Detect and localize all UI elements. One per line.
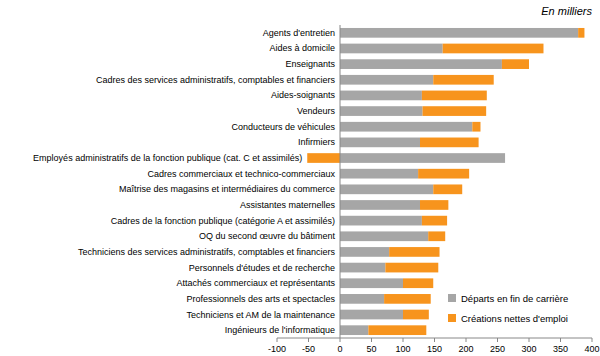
bar	[340, 153, 505, 163]
bar	[340, 231, 428, 241]
category-label: Maîtrise des magasins et intermédiaires …	[119, 184, 335, 194]
tick	[277, 338, 278, 342]
category-label: Conducteurs de véhicules	[231, 122, 335, 132]
category-label: Aides à domicile	[269, 43, 335, 53]
bar	[433, 184, 462, 194]
bar	[403, 310, 429, 320]
tick-label: -50	[302, 344, 315, 354]
bar	[340, 184, 433, 194]
tick	[434, 338, 435, 342]
tick-label: 0	[337, 344, 342, 354]
bar	[340, 263, 385, 273]
bar	[428, 231, 445, 241]
tick-label: 350	[553, 344, 568, 354]
bar	[340, 138, 420, 148]
category-label: Ingénieurs de l'informatique	[225, 325, 335, 335]
bar	[340, 325, 368, 335]
category-label: Enseignants	[285, 59, 335, 69]
tick	[403, 338, 404, 342]
bar	[340, 75, 433, 85]
category-label: Techniciens des services administratifs,…	[78, 247, 336, 257]
legend-box	[440, 288, 592, 328]
category-label: Cadres de la fonction publique (catégori…	[111, 216, 335, 226]
category-label: Agents d'entretien	[263, 28, 335, 38]
category-label: Assistantes maternelles	[240, 200, 336, 210]
bar	[423, 106, 487, 116]
category-label: Vendeurs	[297, 106, 336, 116]
legend-label: Créations nettes d'emploi	[461, 313, 568, 324]
category-label: Cadres des services administratifs, comp…	[96, 75, 336, 85]
bar	[385, 263, 438, 273]
tick	[560, 338, 561, 342]
bar	[340, 294, 384, 304]
bar	[433, 75, 493, 85]
bar	[340, 106, 423, 116]
bar	[340, 247, 389, 257]
tick-label: 400	[584, 344, 599, 354]
bar	[340, 216, 422, 226]
bar	[422, 91, 487, 101]
tick-label: -100	[268, 344, 286, 354]
tick-label: 50	[366, 344, 376, 354]
category-label: Employés administratifs de la fonction p…	[33, 153, 302, 163]
tick	[529, 338, 530, 342]
tick-label: 100	[395, 344, 410, 354]
tick-label: 200	[458, 344, 473, 354]
bar	[368, 325, 426, 335]
tick	[497, 338, 498, 342]
tick	[340, 338, 341, 342]
bar	[420, 138, 479, 148]
bar	[578, 28, 584, 38]
category-label: Techniciens et AM de la maintenance	[186, 310, 335, 320]
bar	[307, 153, 340, 163]
category-label: Infirmiers	[298, 137, 336, 147]
bar	[340, 59, 502, 69]
bar	[472, 122, 480, 132]
bar	[420, 200, 448, 210]
tick-label: 300	[521, 344, 536, 354]
bar	[422, 216, 447, 226]
legend-swatch	[448, 314, 456, 322]
bar	[443, 44, 544, 54]
tick-label: 250	[490, 344, 505, 354]
category-label: Personnels d'études et de recherche	[189, 263, 335, 273]
bar	[403, 278, 433, 288]
chart: En milliers -100 -50 0 50 100 150 200 250 300 350 4…	[0, 0, 600, 356]
tick	[308, 338, 309, 342]
tick	[371, 338, 372, 342]
category-label: Attachés commerciaux et représentants	[176, 278, 335, 288]
category-label: Professionnels des arts et spectacles	[186, 294, 335, 304]
bar	[340, 28, 578, 38]
zero-line	[340, 25, 341, 338]
bar	[340, 278, 403, 288]
bar	[389, 247, 439, 257]
bar	[384, 294, 431, 304]
category-label: Aides-soignants	[271, 90, 336, 100]
category-label: Cadres commerciaux et technico-commercia…	[147, 169, 335, 179]
category-label: OQ du second œuvre du bâtiment	[199, 231, 336, 241]
legend-label: Départs en fin de carrière	[461, 293, 568, 304]
bar	[340, 44, 443, 54]
subtitle: En milliers	[541, 5, 592, 17]
tick	[466, 338, 467, 342]
legend: Départs en fin de carrière Créations nett…	[440, 288, 592, 328]
bar	[340, 169, 418, 179]
legend-swatch	[448, 294, 456, 302]
bar	[502, 59, 529, 69]
tick	[592, 338, 593, 342]
bar	[340, 310, 403, 320]
bar	[340, 122, 472, 132]
tick-label: 150	[427, 344, 442, 354]
bar	[340, 200, 420, 210]
bar	[418, 169, 469, 179]
bar	[340, 91, 422, 101]
